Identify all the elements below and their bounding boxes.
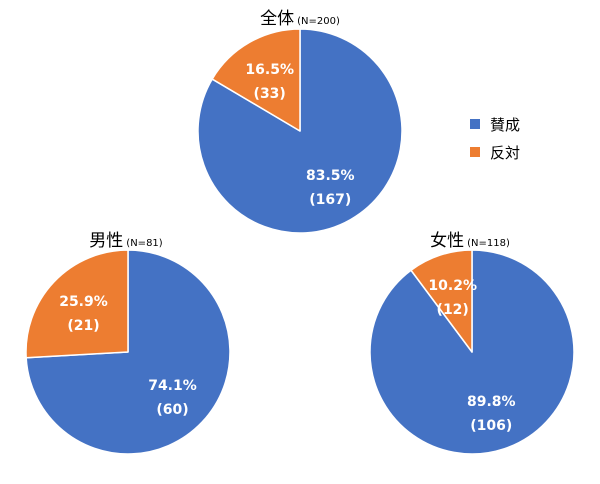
pie-female-slice-oppose-percent-label: 10.2%	[428, 278, 477, 294]
pie-title-female-label: 女性	[430, 231, 465, 251]
pie-female-slice-oppose	[410, 249, 473, 353]
legend-item-agree: 賛成	[470, 110, 520, 138]
legend-label-oppose: 反対	[490, 143, 521, 162]
pie-title-male-label: 男性	[89, 231, 124, 251]
legend-label-agree: 賛成	[490, 115, 521, 134]
pie-male-slice-oppose-count-label: (21)	[67, 318, 99, 334]
pie-female-slice-agree-count-label: (106)	[470, 418, 512, 434]
pie-total-slice-oppose-percent-label: 16.5%	[245, 62, 294, 78]
legend: 賛成 反対	[470, 110, 520, 166]
pie-title-female-n: (N=118)	[467, 238, 510, 249]
pie-title-total-n: (N=200)	[297, 16, 340, 27]
pie-title-total: 全体 (N=200)	[260, 4, 340, 29]
pie-title-female: 女性 (N=118)	[430, 226, 510, 251]
pie-male: 74.1% (60) 25.9% (21)	[25, 249, 231, 455]
pie-total-slice-oppose-count-label: (33)	[254, 86, 286, 102]
pie-male-slice-agree-count-label: (60)	[156, 402, 188, 418]
pie-female: 89.8% (106) 10.2% (12)	[369, 249, 575, 455]
legend-item-oppose: 反対	[470, 138, 520, 166]
pie-total-slice-agree-percent-label: 83.5%	[306, 168, 355, 184]
pie-total-slice-agree-count-label: (167)	[309, 192, 351, 208]
pie-title-total-label: 全体	[260, 9, 295, 29]
pie-female-slice-oppose-count-label: (12)	[437, 302, 469, 318]
legend-swatch-agree	[470, 119, 480, 129]
pie-male-slice-oppose	[25, 249, 129, 359]
pie-title-male-n: (N=81)	[126, 238, 163, 249]
pie-male-slice-agree-percent-label: 74.1%	[148, 378, 197, 394]
pie-title-male: 男性 (N=81)	[89, 226, 162, 251]
pie-female-slice-agree-percent-label: 89.8%	[467, 394, 516, 410]
legend-swatch-oppose	[470, 147, 480, 157]
pie-total: 83.5% (167) 16.5% (33)	[197, 28, 403, 234]
pie-male-slice-oppose-percent-label: 25.9%	[59, 294, 108, 310]
pie-total-slice-oppose	[211, 28, 301, 132]
